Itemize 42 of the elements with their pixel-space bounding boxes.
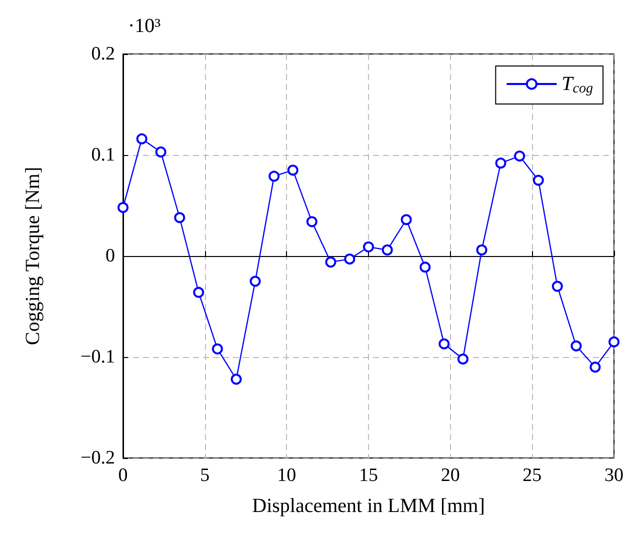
text: ·10³ — [128, 15, 161, 37]
point — [118, 202, 128, 214]
point — [155, 146, 166, 158]
y-tick-label: 0.2 — [91, 44, 115, 64]
point — [250, 276, 261, 287]
point — [420, 262, 431, 273]
x-tick-label: 15 — [359, 465, 378, 486]
y-axis-title: Cogging Torque [Nm] — [22, 166, 44, 346]
point — [514, 150, 526, 162]
point — [495, 158, 506, 169]
x-tick-label: 25 — [522, 465, 542, 486]
point — [400, 214, 412, 226]
point — [174, 212, 186, 224]
point — [287, 164, 298, 176]
x-tick-label: 5 — [200, 465, 210, 486]
point — [532, 174, 544, 186]
point — [136, 133, 148, 144]
x-axis-title: Displacement in LMM [mm] — [252, 495, 485, 517]
point — [363, 241, 374, 252]
y-tick-label: −0.2 — [80, 448, 115, 468]
point — [212, 343, 223, 354]
point — [382, 244, 393, 256]
y-tick-label: 0.1 — [91, 144, 115, 166]
point — [193, 286, 204, 298]
point — [230, 374, 242, 385]
point — [608, 336, 620, 348]
x-tick-label: 0 — [118, 465, 128, 486]
point — [438, 338, 450, 350]
point — [552, 280, 563, 292]
point — [590, 362, 601, 373]
point — [344, 254, 356, 265]
x-tick-label: 10 — [277, 465, 296, 486]
y-tick-label: −0.1 — [80, 346, 115, 368]
point — [457, 354, 468, 365]
point — [476, 244, 488, 256]
x-tick-label: 30 — [604, 465, 624, 486]
x-tick-label: 20 — [440, 465, 460, 486]
point — [325, 256, 336, 268]
point — [570, 340, 582, 352]
y-tick-label: 0 — [106, 246, 115, 266]
point — [306, 216, 318, 228]
point — [268, 170, 280, 182]
